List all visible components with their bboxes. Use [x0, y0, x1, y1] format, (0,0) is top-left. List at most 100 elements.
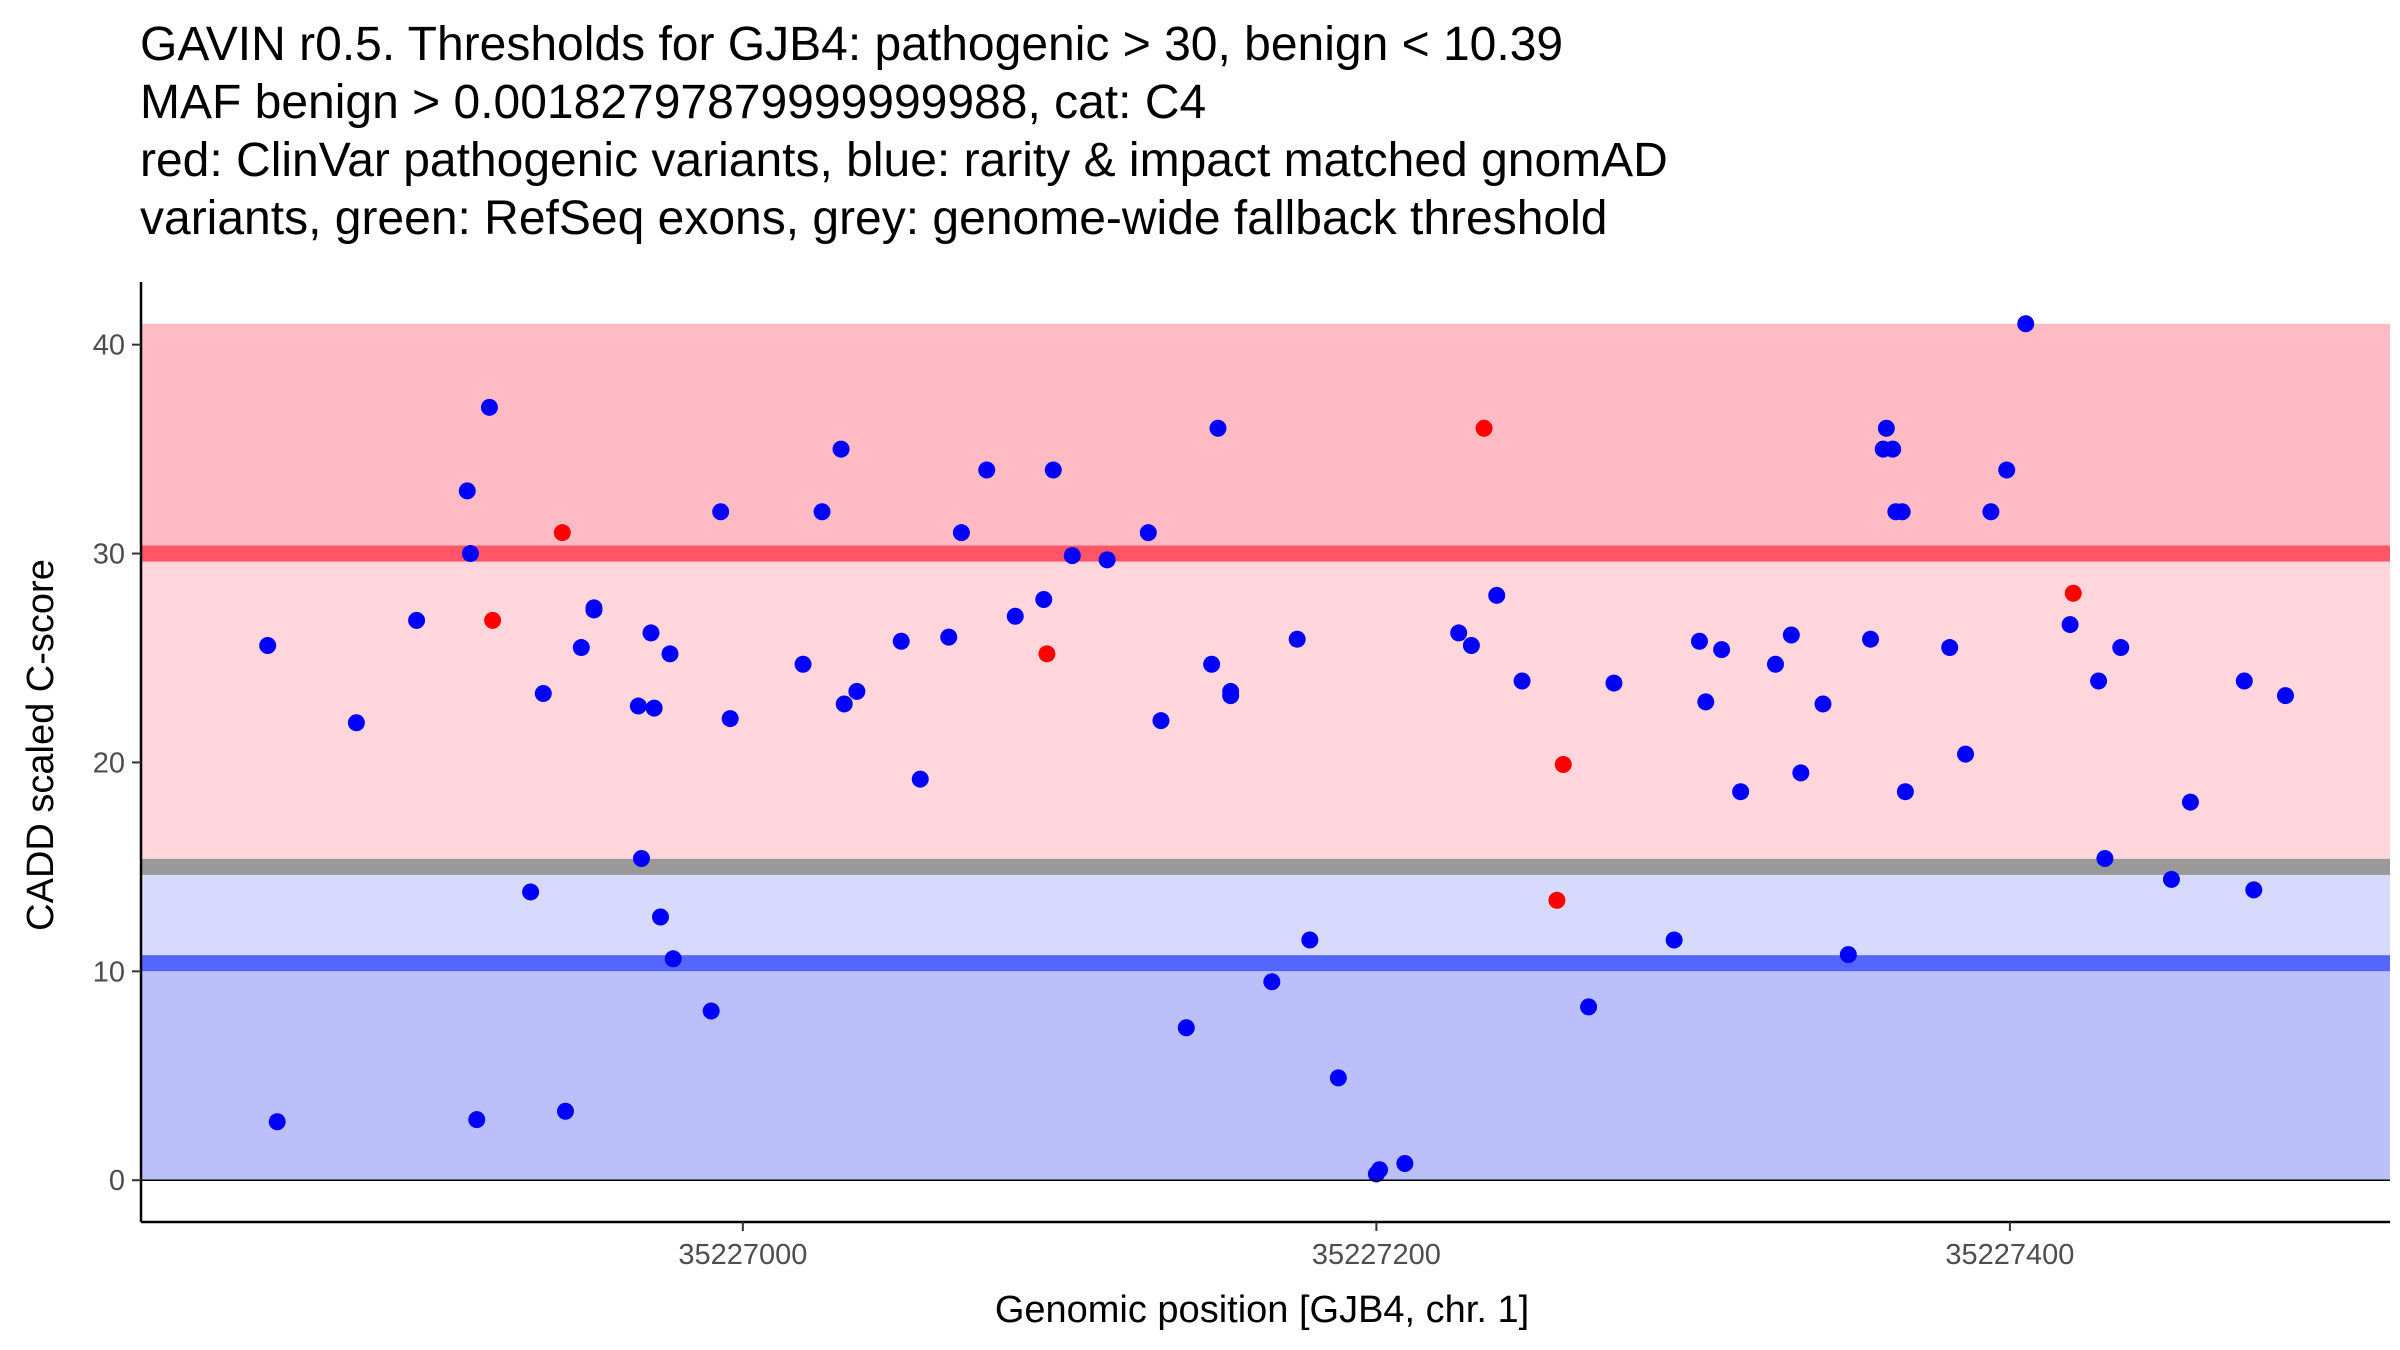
- clinvar-point-2: [1038, 645, 1056, 663]
- gnomad-point-68: [1839, 946, 1857, 964]
- gnomad-point-45: [1222, 682, 1240, 700]
- gnomad-point-74: [1893, 503, 1911, 521]
- gnomad-point-33: [978, 461, 996, 479]
- threshold-line-benign: [141, 955, 2390, 972]
- gnomad-point-34: [1006, 607, 1024, 625]
- gnomad-point-79: [1998, 461, 2016, 479]
- gnomad-point-40: [1152, 712, 1170, 730]
- gnomad-point-6: [468, 1111, 486, 1129]
- gnomad-point-5: [461, 545, 479, 563]
- data-points: [259, 315, 2294, 1183]
- clinvar-point-0: [484, 611, 502, 629]
- title-line-3: red: ClinVar pathogenic variants, blue: …: [140, 134, 1668, 187]
- gnomad-point-56: [1513, 672, 1531, 690]
- gnomad-point-11: [572, 639, 590, 657]
- chart-title: GAVIN r0.5. Thresholds for GJB4: pathoge…: [140, 18, 1668, 245]
- gnomad-point-77: [1957, 745, 1975, 763]
- axes: 0 10 20 30 40 35227000 35227200 35227400: [93, 282, 2390, 1271]
- gnomad-point-15: [632, 850, 650, 868]
- gnomad-point-31: [940, 628, 958, 646]
- threshold-line-genome-wide-fallback: [141, 858, 2390, 875]
- x-tick-label: 35227400: [1945, 1239, 2074, 1271]
- gnomad-point-16: [642, 624, 660, 642]
- gnomad-point-71: [1877, 419, 1895, 437]
- gnomad-point-18: [651, 908, 669, 926]
- clinvar-point-6: [2064, 584, 2082, 602]
- gnomad-point-85: [2162, 870, 2180, 888]
- y-tick-label: 0: [109, 1165, 125, 1197]
- gnomad-point-66: [1792, 764, 1810, 782]
- gnomad-point-8: [522, 883, 540, 901]
- threshold-line-pathogenic: [141, 545, 2390, 562]
- gnomad-point-83: [2096, 850, 2114, 868]
- clinvar-point-3: [1475, 419, 1493, 437]
- gnomad-point-57: [1580, 998, 1598, 1016]
- gnomad-point-75: [1896, 783, 1914, 801]
- gnomad-point-3: [408, 611, 426, 629]
- gnomad-point-51: [1371, 1161, 1389, 1179]
- threshold-bands: [141, 323, 2390, 1181]
- gnomad-point-28: [848, 682, 866, 700]
- y-axis-title: CADD scaled C-score: [20, 559, 62, 931]
- threshold-lines: [141, 545, 2390, 972]
- gnomad-point-27: [835, 695, 853, 713]
- gnomad-point-86: [2181, 793, 2199, 811]
- gnomad-point-69: [1862, 630, 1880, 648]
- gnomad-point-2: [347, 714, 365, 732]
- gnomad-point-62: [1713, 641, 1731, 659]
- gnomad-point-48: [1301, 931, 1319, 949]
- gnomad-point-23: [721, 710, 739, 728]
- band-pathogenic-mid: [141, 553, 2390, 867]
- gnomad-point-13: [585, 599, 603, 617]
- gnomad-point-4: [458, 482, 476, 500]
- gnomad-point-32: [952, 524, 970, 542]
- gnomad-point-24: [794, 655, 812, 673]
- gnomad-point-38: [1098, 551, 1116, 569]
- gnomad-point-10: [556, 1102, 574, 1120]
- y-tick-label: 20: [93, 747, 125, 779]
- gnomad-point-21: [702, 1002, 720, 1020]
- gnomad-point-7: [480, 398, 498, 416]
- gnomad-point-63: [1732, 783, 1750, 801]
- band-benign-mid: [141, 866, 2390, 964]
- gnomad-point-29: [892, 632, 910, 650]
- gnomad-point-72: [1884, 440, 1902, 458]
- gnomad-point-9: [534, 685, 552, 703]
- title-line-1: GAVIN r0.5. Thresholds for GJB4: pathoge…: [140, 18, 1563, 71]
- gnomad-point-43: [1209, 419, 1227, 437]
- y-tick-label: 10: [93, 956, 125, 988]
- title-line-4: variants, green: RefSeq exons, grey: gen…: [140, 192, 1607, 245]
- gnomad-point-46: [1263, 973, 1281, 991]
- y-tick-label: 40: [93, 330, 125, 362]
- gnomad-point-81: [2061, 616, 2079, 634]
- gnomad-point-76: [1941, 639, 1959, 657]
- gnomad-point-58: [1605, 674, 1623, 692]
- gnomad-point-61: [1697, 693, 1715, 711]
- x-tick-label: 35227200: [1312, 1239, 1441, 1271]
- gnomad-point-47: [1288, 630, 1306, 648]
- gnomad-point-59: [1665, 931, 1683, 949]
- gnomad-point-30: [911, 770, 929, 788]
- band-benign-low: [141, 963, 2390, 1181]
- x-tick-label: 35227000: [678, 1239, 807, 1271]
- gnomad-point-20: [664, 950, 682, 968]
- gnomad-point-64: [1766, 655, 1784, 673]
- x-axis-title: Genomic position [GJB4, chr. 1]: [995, 1289, 1529, 1331]
- gnomad-point-36: [1044, 461, 1062, 479]
- gnomad-point-54: [1462, 636, 1480, 654]
- clinvar-point-1: [553, 524, 571, 542]
- gnomad-point-88: [2245, 881, 2263, 899]
- gnomad-point-37: [1063, 547, 1081, 565]
- gnomad-point-42: [1203, 655, 1221, 673]
- gnomad-point-17: [645, 699, 663, 717]
- gnomad-point-26: [832, 440, 850, 458]
- y-tick-label: 30: [93, 539, 125, 571]
- gnomad-point-14: [629, 697, 647, 715]
- title-line-2: MAF benign > 0.00182797879999999988, cat…: [140, 76, 1206, 129]
- band-pathogenic-high: [141, 323, 2390, 554]
- gnomad-point-60: [1690, 632, 1708, 650]
- gnomad-point-53: [1450, 624, 1468, 642]
- gnomad-point-41: [1177, 1019, 1195, 1037]
- gnomad-point-55: [1488, 586, 1506, 604]
